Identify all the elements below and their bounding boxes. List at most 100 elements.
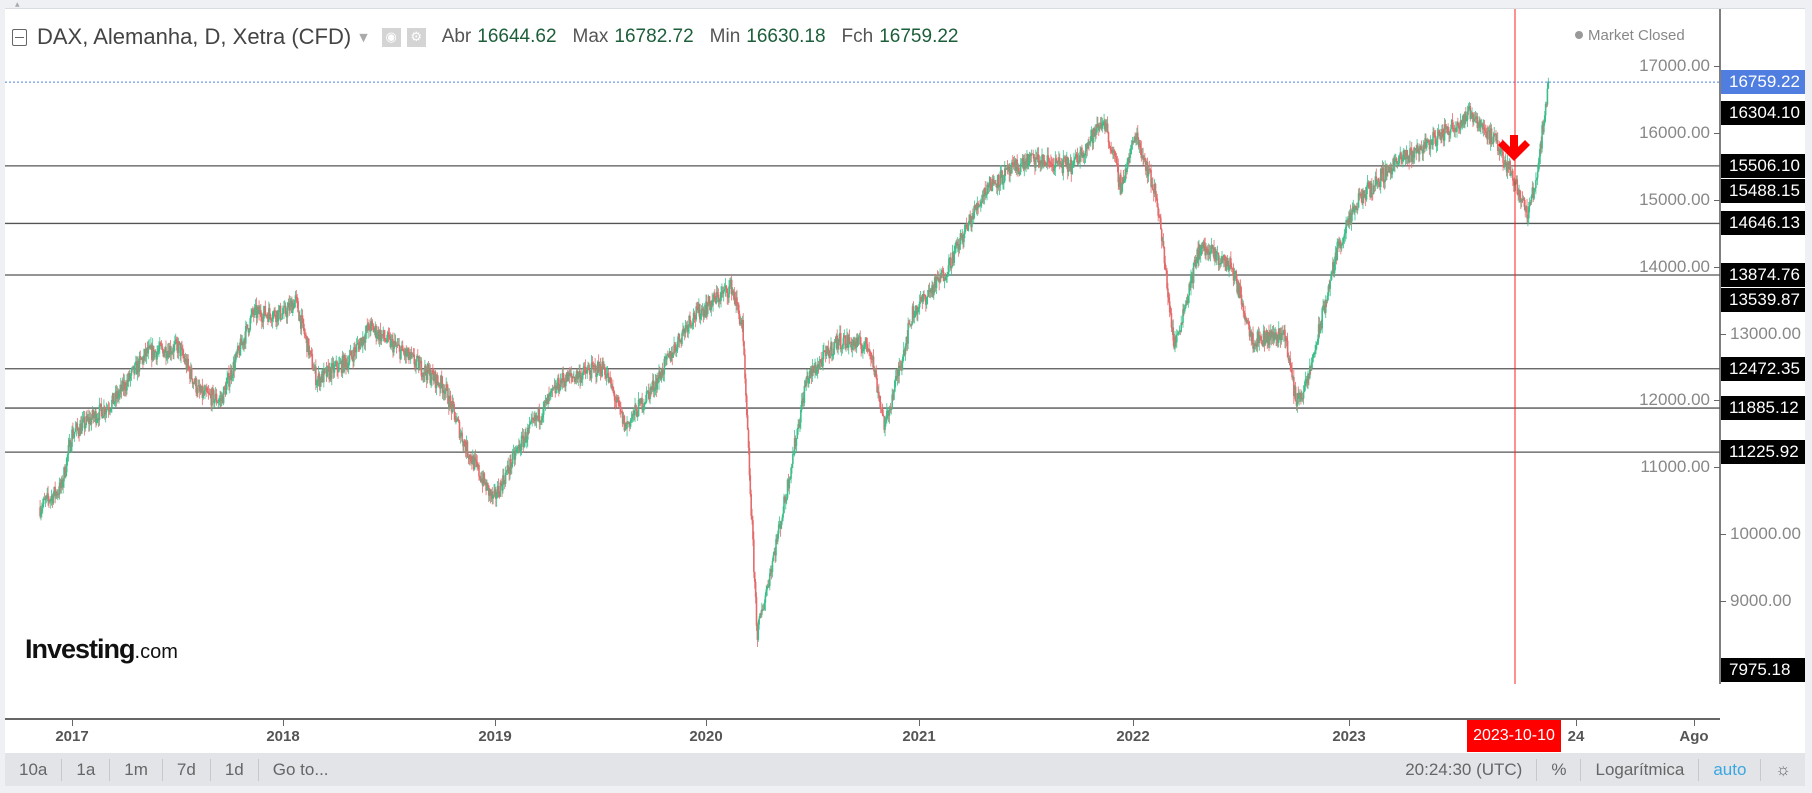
visibility-icon[interactable]: ◉	[381, 27, 401, 47]
candle-body	[1179, 330, 1182, 332]
candle-body	[44, 499, 47, 501]
candle-body	[1254, 343, 1257, 347]
gear-icon[interactable]: ⚙	[406, 27, 426, 47]
auto-scale-toggle[interactable]: auto	[1699, 758, 1762, 781]
candle-body	[1228, 267, 1230, 270]
candle-body	[608, 377, 611, 382]
candle-body	[649, 387, 651, 400]
candle-body	[961, 235, 964, 239]
candle-body	[870, 352, 872, 359]
range-7d-button[interactable]: 7d	[163, 758, 211, 781]
open-label: Abr	[441, 26, 472, 47]
range-1d-button[interactable]: 1d	[211, 758, 259, 781]
candle-body	[826, 346, 829, 348]
candle-body	[671, 352, 674, 358]
candle-body	[1194, 259, 1197, 267]
candle-body	[349, 350, 352, 356]
candle-body	[1121, 184, 1123, 194]
candle-body	[682, 328, 684, 333]
candle-body	[637, 399, 640, 417]
range-10y-button[interactable]: 10a	[5, 758, 63, 781]
candle-body	[385, 341, 388, 343]
candle-body	[166, 357, 168, 359]
candle-body	[1304, 379, 1307, 387]
log-scale-toggle[interactable]: Logarítmica	[1581, 758, 1700, 781]
candle-body	[293, 300, 296, 309]
candle-body	[401, 345, 403, 350]
candle-body	[125, 389, 127, 391]
candle-body	[570, 373, 572, 377]
symbol-title[interactable]: DAX, Alemanha, D, Xetra (CFD)	[37, 24, 352, 49]
chevron-down-icon[interactable]: ▼	[359, 30, 368, 44]
candle-body	[561, 372, 564, 384]
settings-gear-icon[interactable]: ☼	[1775, 759, 1791, 779]
range-1y-button[interactable]: 1a	[62, 758, 111, 781]
candle-body	[84, 425, 87, 429]
goto-button[interactable]: Go to...	[272, 759, 329, 779]
candle-body	[1350, 214, 1353, 225]
candle-body	[977, 203, 979, 207]
candle-body	[127, 373, 130, 382]
candle-body	[111, 393, 114, 400]
candle-body	[1359, 193, 1362, 196]
candle-body	[1170, 313, 1173, 328]
candle-body	[1230, 258, 1232, 268]
time-tick	[1694, 720, 1695, 726]
candle-body	[1036, 154, 1039, 160]
candle-body	[1527, 206, 1530, 219]
collapse-legend-icon[interactable]	[12, 28, 27, 46]
candle-body	[768, 585, 770, 587]
candle-body	[968, 214, 971, 223]
candle-body	[302, 319, 305, 329]
candle-body	[1164, 263, 1167, 270]
candle-body	[1001, 170, 1003, 184]
candle-body	[1230, 267, 1233, 269]
candle-body	[1213, 247, 1215, 259]
candle-body	[1285, 337, 1288, 341]
candle-body	[1448, 133, 1450, 135]
candle-body	[510, 458, 512, 469]
candle-body	[788, 479, 791, 489]
candle-body	[310, 350, 313, 354]
candle-body	[557, 377, 559, 389]
candle-body	[1053, 168, 1056, 172]
candle-body	[347, 362, 350, 369]
candle-body	[1112, 150, 1114, 153]
candle-body	[1161, 240, 1164, 242]
candle-body	[1291, 369, 1293, 378]
crosshair-date-label: 2023-10-10	[1467, 720, 1561, 752]
candle-body	[1028, 154, 1031, 161]
candle-body	[526, 427, 529, 440]
candle-body	[973, 205, 976, 213]
candle-body	[1102, 122, 1104, 126]
candle-body	[515, 450, 518, 453]
candle-body	[590, 362, 593, 379]
candle-body	[1490, 128, 1493, 144]
candle-body	[1240, 294, 1243, 305]
candle-body	[692, 312, 695, 323]
candle-body	[1410, 149, 1413, 162]
candle-body	[109, 410, 111, 412]
candle-body	[766, 586, 768, 590]
candle-body	[708, 296, 711, 305]
candle-body	[314, 366, 316, 370]
candle-body	[464, 445, 467, 454]
percent-toggle[interactable]: %	[1537, 758, 1582, 781]
collapse-arrow-icon[interactable]: ▲	[15, 1, 20, 8]
candle-body	[45, 496, 48, 500]
candle-body	[1037, 154, 1040, 164]
range-1m-button[interactable]: 1m	[110, 758, 163, 781]
chart-area[interactable]	[5, 9, 1805, 753]
candle-body	[1207, 249, 1209, 255]
candle-body	[552, 387, 555, 390]
candle-body	[1275, 332, 1277, 340]
candle-body	[537, 408, 540, 418]
candle-body	[488, 489, 491, 496]
candle-body	[205, 387, 207, 390]
candle-body	[1180, 322, 1183, 332]
candle-body	[492, 495, 494, 499]
candle-body	[1500, 146, 1503, 151]
candle-body	[841, 345, 844, 349]
candle-body	[155, 352, 158, 360]
